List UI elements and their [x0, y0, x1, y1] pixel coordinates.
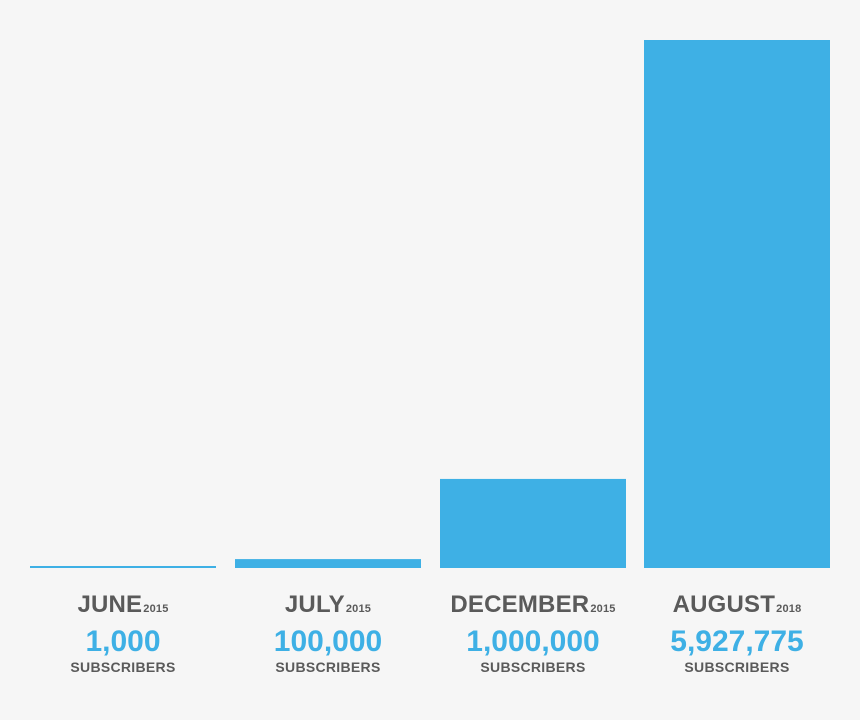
bar-july — [235, 559, 421, 568]
subscribers-unit-label: SUBSCRIBERS — [480, 659, 586, 675]
month-year: 2015 — [345, 603, 372, 615]
month-label: JULY2015 — [235, 590, 421, 624]
subscriber-value: 5,927,775 — [670, 625, 804, 658]
subscriber-value: 1,000 — [85, 625, 161, 658]
category-june: JUNE2015 1,000 SUBSCRIBERS — [30, 590, 216, 675]
month-label: JUNE2015 — [30, 590, 216, 624]
month-name: JUNE — [77, 591, 143, 618]
subscribers-unit-label: SUBSCRIBERS — [275, 659, 381, 675]
subscriber-value: 1,000,000 — [466, 625, 600, 658]
category-july: JULY2015 100,000 SUBSCRIBERS — [235, 590, 421, 675]
month-label: AUGUST2018 — [644, 590, 830, 624]
category-december: DECEMBER2015 1,000,000 SUBSCRIBERS — [440, 590, 626, 675]
subscribers-unit-label: SUBSCRIBERS — [70, 659, 176, 675]
month-name: AUGUST — [672, 591, 776, 618]
month-year: 2015 — [590, 603, 616, 615]
subscriber-value: 100,000 — [273, 625, 383, 658]
month-year: 2018 — [776, 603, 802, 615]
month-name: DECEMBER — [450, 591, 590, 618]
month-name: JULY — [284, 591, 345, 618]
subscribers-unit-label: SUBSCRIBERS — [684, 659, 790, 675]
month-year: 2015 — [143, 603, 169, 615]
category-august: AUGUST2018 5,927,775 SUBSCRIBERS — [644, 590, 830, 675]
month-label: DECEMBER2015 — [440, 590, 626, 624]
bar-december — [440, 478, 626, 568]
bar-august — [644, 40, 830, 568]
bar-june — [30, 566, 216, 568]
